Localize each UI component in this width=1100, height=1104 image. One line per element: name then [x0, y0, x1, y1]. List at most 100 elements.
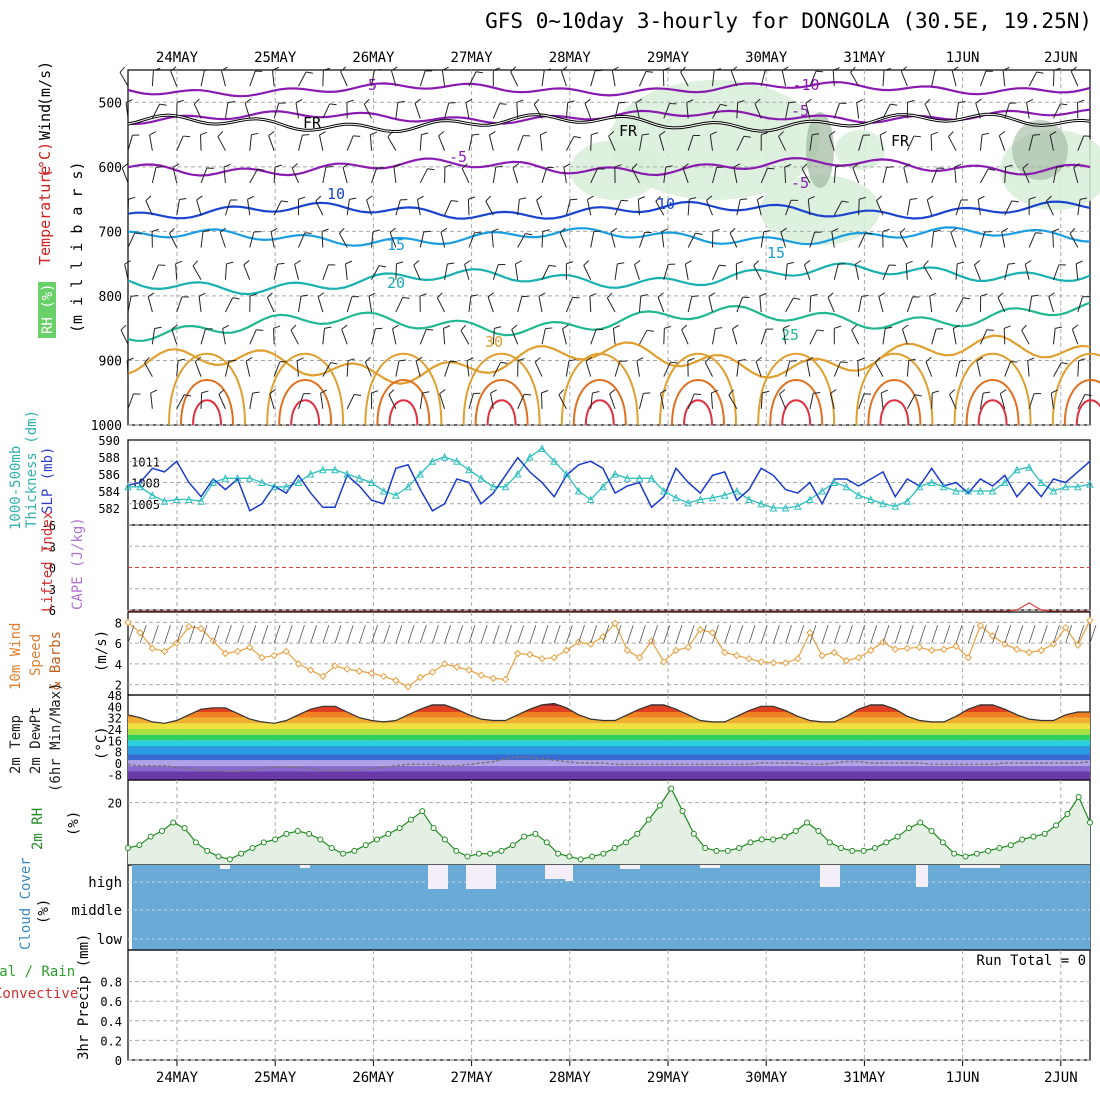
- wind-barb-flag: [563, 325, 569, 329]
- wind-barb: [956, 103, 959, 119]
- wind-barb-flag: [974, 260, 979, 264]
- wind-barb: [152, 167, 156, 183]
- rh-point: [261, 840, 266, 845]
- wind-barb: [420, 329, 426, 344]
- wind-barb-flag: [1055, 327, 1062, 328]
- wind-barb: [1071, 72, 1078, 87]
- wind-barb: [932, 329, 936, 344]
- slp-label-2: Thickness (dm): [24, 410, 40, 528]
- wind-barb: [250, 71, 255, 86]
- wind-barb-flag: [129, 197, 136, 199]
- wind-barb-flag: [248, 196, 254, 199]
- wind-barb-flag: [584, 261, 589, 266]
- wind-barb: [513, 168, 518, 183]
- wind-barb-flag: [367, 196, 373, 200]
- wind-barb: [828, 297, 834, 312]
- hot-contour: [684, 400, 712, 425]
- rh-point: [431, 826, 436, 831]
- date-label-bottom: 25MAY: [254, 1070, 297, 1086]
- rh-panel-labels: 2m RH (%): [30, 808, 82, 850]
- wind-barb-flag: [537, 196, 543, 200]
- hot-contour: [979, 400, 1007, 425]
- wind10-point: [819, 653, 825, 659]
- rh-point: [884, 840, 889, 845]
- wind-barb: [535, 362, 542, 377]
- wind10-barb: [420, 625, 426, 643]
- wind-barb-flag: [396, 262, 403, 264]
- rh-point: [239, 851, 244, 856]
- wind-barb: [152, 265, 158, 280]
- wind10-barb: [834, 625, 840, 643]
- wind10-barb: [445, 625, 451, 643]
- temp-band: [128, 723, 1090, 729]
- rh-point: [1031, 834, 1036, 839]
- cloud-panel-labels: Cloud Cover (%): [18, 857, 52, 950]
- rh-point: [601, 851, 606, 856]
- wind-barb-flag: [682, 325, 687, 330]
- wind-barb-flag: [491, 390, 497, 393]
- pressure-tick-label: 900: [99, 354, 122, 369]
- contour-label: FR: [619, 122, 638, 140]
- precip-label-axis: 3hr Precip (mm): [76, 934, 92, 1060]
- wind10-point: [624, 647, 630, 653]
- wind-barb: [222, 71, 226, 87]
- wind-barb: [372, 266, 380, 280]
- precip-frame: [128, 950, 1090, 1060]
- slp-label-1: 1000-500mb: [8, 446, 24, 530]
- wind-barb: [197, 200, 201, 215]
- thickness-tick-label: 586: [98, 468, 120, 482]
- temp-band: [128, 706, 1090, 712]
- wind-barb: [1053, 265, 1058, 280]
- wind-barb: [347, 136, 353, 151]
- wind-barb: [932, 70, 935, 86]
- wind-barb: [713, 265, 720, 280]
- wind-barb: [218, 137, 226, 151]
- wind10-barb: [895, 625, 901, 643]
- isotherm-contour: [128, 82, 1090, 96]
- wind-barb: [953, 329, 956, 345]
- wind10-barb: [1017, 625, 1023, 643]
- rh-point: [793, 829, 798, 834]
- wind-barb: [225, 103, 228, 119]
- wind-barb: [810, 330, 817, 344]
- precip-tick-label: 0.4: [100, 1015, 122, 1029]
- rh-point: [273, 837, 278, 842]
- hot-contour: [193, 400, 221, 425]
- cloud-level-label: high: [88, 875, 122, 891]
- cloud-label-2: (%): [36, 899, 52, 924]
- wind-barb-flag: [341, 67, 346, 72]
- wind-barb: [834, 264, 838, 280]
- wind-barb: [980, 135, 982, 151]
- rh-tick-label: 20: [108, 797, 122, 811]
- wind-barb: [347, 297, 352, 312]
- rh-label-1: 2m RH: [30, 808, 46, 850]
- rh-point: [363, 843, 368, 848]
- wind-barb-flag: [1085, 394, 1092, 395]
- warm-contour: [856, 354, 932, 425]
- wind10-point: [856, 655, 862, 661]
- cape-label-cape: CAPE (J/kg): [70, 517, 86, 610]
- slp-tick-label: 1005: [131, 498, 160, 512]
- cloud-gap: [466, 865, 496, 889]
- wind-barb-flag: [740, 199, 747, 200]
- wind-barb-flag: [767, 168, 774, 169]
- wind-barb: [322, 232, 323, 248]
- temp-band: [128, 746, 1090, 755]
- pressure-tick-label: 700: [99, 225, 122, 240]
- wind10-point: [490, 675, 496, 681]
- warm-contour: [279, 380, 331, 425]
- wind-barb: [637, 361, 640, 377]
- contour-label: 10: [327, 185, 345, 203]
- hot-contour: [586, 400, 614, 425]
- wind10-barb: [932, 625, 938, 643]
- wind-barb: [810, 393, 813, 409]
- wind-barb-flag: [298, 197, 305, 199]
- warm-contour: [955, 354, 1031, 425]
- wind10-barb: [591, 625, 597, 643]
- temp-panel-labels: 2m Temp 2m DewPt (6hr Min/Max) (°C): [8, 682, 110, 792]
- contour-label: -10: [792, 76, 819, 94]
- wind-barb-flag: [501, 362, 508, 363]
- wind-barb: [225, 264, 226, 280]
- wind10-point: [1014, 646, 1020, 652]
